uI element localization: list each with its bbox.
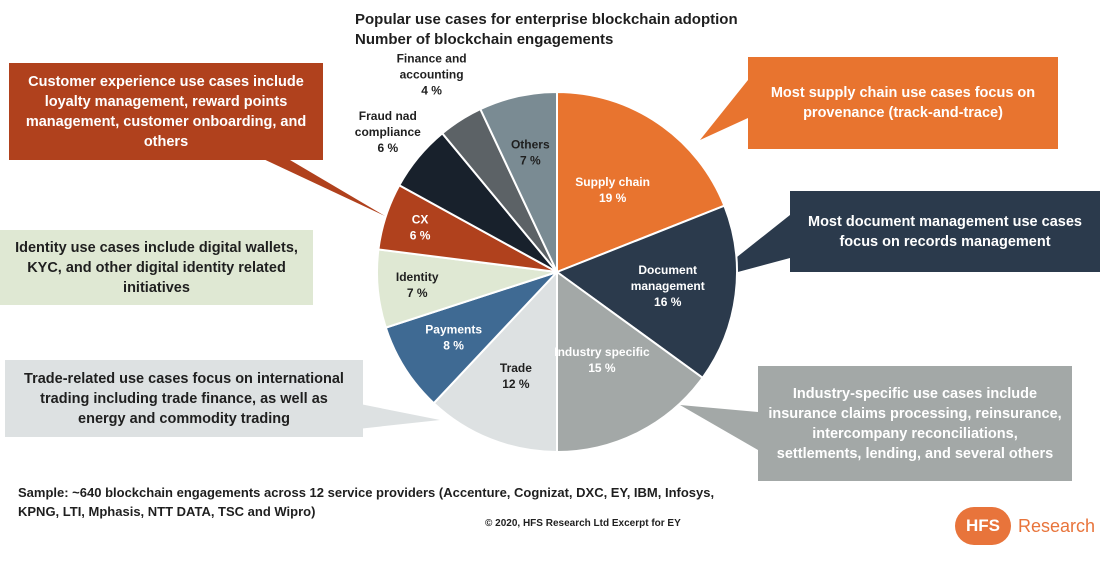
slice-label-others: Others 7 % <box>511 138 550 168</box>
pie-slices <box>376 90 738 454</box>
pie-slice-payments <box>384 271 558 405</box>
callout-document-management: Most document management use cases focus… <box>790 191 1100 272</box>
pie-slice-supply-chain <box>556 90 726 274</box>
pie-slice-trade <box>432 269 558 454</box>
callout-cx: Customer experience use cases include lo… <box>9 63 323 160</box>
slice-label-industry-specific: Industry specific 15 % <box>554 345 650 375</box>
callout-trade: Trade-related use cases focus on interna… <box>5 360 363 437</box>
slice-label-cx: CX 6 % <box>410 213 431 243</box>
slice-label-document-management: Document management 16 % <box>631 263 705 309</box>
slice-label-identity: Identity 7 % <box>396 270 439 300</box>
callout-identity: Identity use cases include digital walle… <box>0 230 313 305</box>
callout-industry-specific: Industry-specific use cases include insu… <box>758 366 1072 481</box>
pie-slice-industry-specific <box>556 270 705 454</box>
callout-supply-chain: Most supply chain use cases focus on pro… <box>748 57 1058 149</box>
hfs-logo: HFS <box>955 507 1011 545</box>
chart-subtitle: Number of blockchain engagements <box>355 31 614 48</box>
pie-slice-others <box>479 90 558 273</box>
copyright: © 2020, HFS Research Ltd Excerpt for EY <box>485 518 681 529</box>
pointer-industry <box>680 405 758 450</box>
slice-label-trade: Trade 12 % <box>500 361 532 391</box>
pointer-supply-chain <box>700 80 748 140</box>
pie-slice-document-management <box>554 204 738 380</box>
pointer-cx <box>240 148 385 216</box>
slice-label-fraud-nad-compliance: Fraud nad compliance 6 % <box>355 109 421 155</box>
slice-label-finance-and-accounting: Finance and accounting 4 % <box>397 51 467 97</box>
sample-note: Sample: ~640 blockchain engagements acro… <box>18 485 715 519</box>
slice-label-supply-chain: Supply chain 19 % <box>575 175 650 205</box>
slice-label-payments: Payments 8 % <box>425 323 482 353</box>
hfs-logo-text: Research <box>1018 516 1096 536</box>
pie-labels: Supply chain 19 % Document management 16 % In… <box>355 51 705 390</box>
chart-title: Popular use cases for enterprise blockch… <box>355 11 738 28</box>
